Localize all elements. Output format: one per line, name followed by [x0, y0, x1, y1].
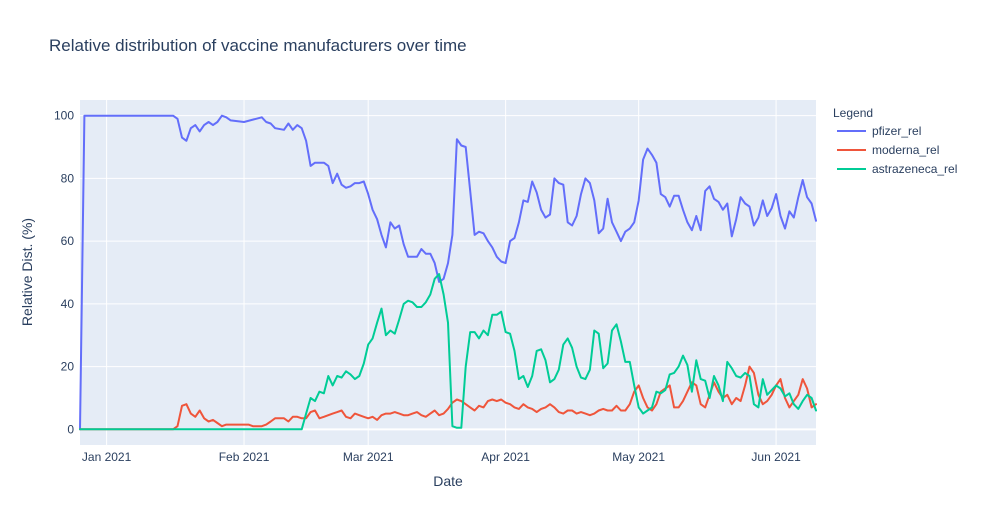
y-tick-label: 80	[61, 171, 75, 185]
x-tick-label: Jun 2021	[751, 450, 801, 464]
y-tick-label: 20	[61, 360, 75, 374]
legend-label: astrazeneca_rel	[872, 162, 957, 176]
legend-item-moderna-rel[interactable]: moderna_rel	[837, 143, 939, 157]
y-tick-label: 40	[61, 297, 75, 311]
plot-area[interactable]	[80, 100, 816, 445]
legend: Legend pfizer_rel moderna_rel astrazeneca_…	[833, 106, 957, 176]
axis-ticks: 0 20 40 60 80 100 Jan 2021 Feb 2021 Mar 2021 Apr …	[54, 109, 801, 464]
x-axis-title: Date	[433, 473, 463, 489]
series-layer	[79, 114, 817, 431]
chart-title: Relative distribution of vaccine manufac…	[49, 36, 467, 55]
x-tick-label: Feb 2021	[219, 450, 270, 464]
series-line-pfizer-rel[interactable]	[79, 114, 817, 431]
x-tick-label: Jan 2021	[82, 450, 132, 464]
series-line-astrazeneca-rel[interactable]	[79, 273, 817, 431]
x-tick-label: Apr 2021	[481, 450, 530, 464]
legend-title: Legend	[833, 106, 873, 120]
y-axis-title: Relative Dist. (%)	[19, 218, 35, 326]
legend-label: moderna_rel	[872, 143, 939, 157]
x-tick-label: May 2021	[612, 450, 665, 464]
legend-item-astrazeneca-rel[interactable]: astrazeneca_rel	[837, 162, 957, 176]
x-tick-label: Mar 2021	[343, 450, 394, 464]
y-tick-label: 100	[54, 109, 74, 123]
legend-item-pfizer-rel[interactable]: pfizer_rel	[837, 124, 921, 138]
y-tick-label: 0	[67, 422, 74, 436]
y-tick-label: 60	[61, 234, 75, 248]
legend-label: pfizer_rel	[872, 124, 921, 138]
